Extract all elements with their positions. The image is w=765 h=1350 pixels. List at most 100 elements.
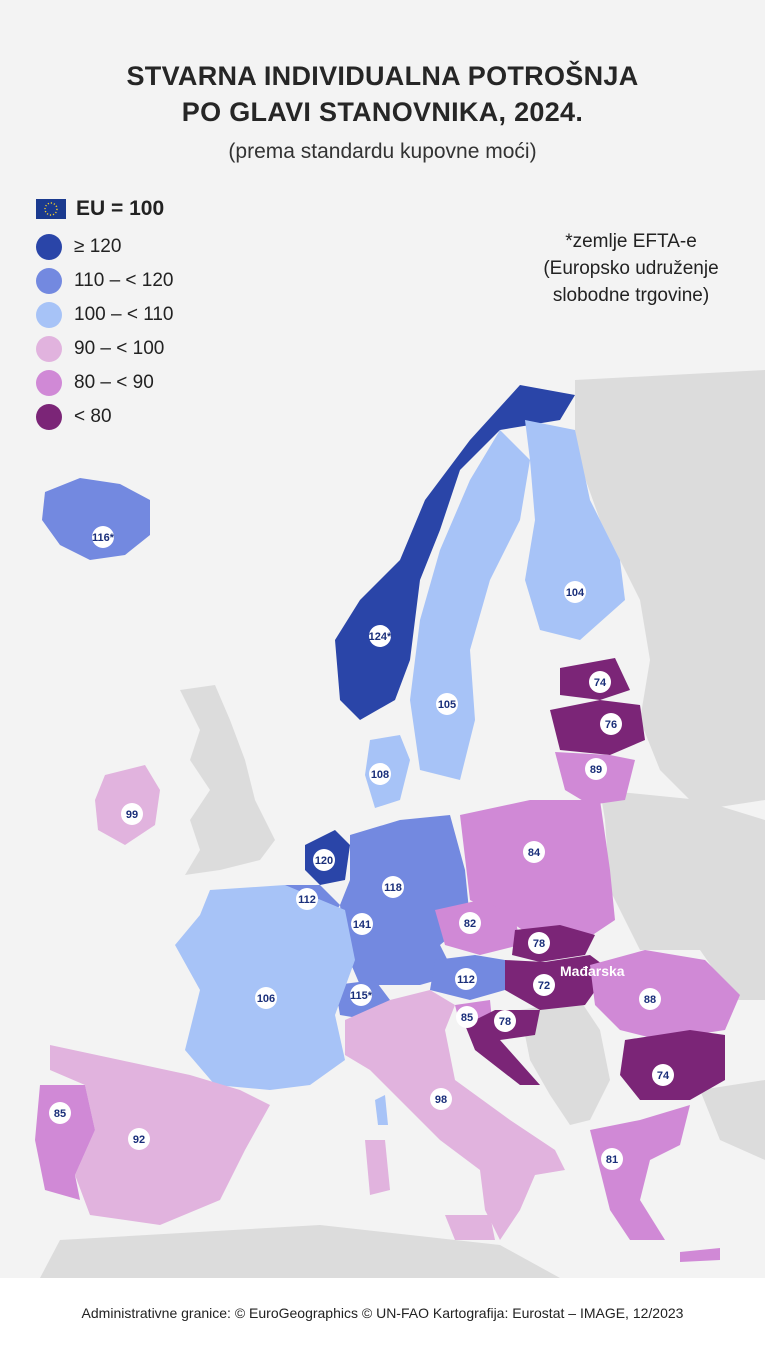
country-croatia (465, 1010, 540, 1085)
legend-item: 100 – < 110 (36, 298, 174, 332)
value-label-bubble (600, 713, 622, 735)
country-crete (680, 1248, 720, 1262)
value-label-text: 115* (350, 990, 373, 1002)
value-label-text: 89 (590, 764, 602, 776)
value-label-croatia: 78 (494, 1010, 516, 1032)
legend-item-label: ≥ 120 (74, 236, 122, 257)
legend-item-label: 80 – < 90 (74, 372, 154, 393)
russia-region (575, 370, 765, 810)
country-sardinia (365, 1140, 390, 1195)
efta-note-line: (Europsko udruženje (543, 258, 719, 279)
value-label-text: 112 (457, 974, 475, 986)
value-label-bubble (652, 1064, 674, 1086)
value-label-estonia: 74 (589, 671, 611, 693)
footer-credits: Administrativne granice: © EuroGeographi… (81, 1305, 684, 1321)
value-label-belgium: 112 (296, 888, 318, 910)
title-line-1: STVARNA INDIVIDUALNA POTROŠNJA (126, 61, 639, 91)
value-label-czechia: 82 (459, 912, 481, 934)
legend-item-label: < 80 (74, 406, 112, 427)
value-label-greece: 81 (601, 1148, 623, 1170)
value-label-text: 98 (435, 1094, 447, 1106)
value-label-text: 105 (438, 699, 456, 711)
legend-item: < 80 (36, 400, 174, 434)
turkey-region (700, 1080, 765, 1160)
legend: EU = 100 ≥ 120 110 – < 120 100 – < 110 9… (36, 194, 174, 434)
value-label-text: 88 (644, 994, 656, 1006)
value-label-text: 124* (369, 631, 392, 643)
value-label-bubble (313, 849, 335, 871)
value-label-romania: 88 (639, 988, 661, 1010)
legend-swatch (36, 268, 62, 294)
value-label-bubble (455, 968, 477, 990)
hungary-country-label: Mađarska (560, 963, 625, 979)
country-poland (460, 800, 615, 940)
value-label-bubble (430, 1088, 452, 1110)
value-label-poland: 84 (523, 841, 545, 863)
value-label-switzerland: 115* (350, 984, 373, 1006)
value-label-bubble (369, 625, 391, 647)
value-label-ireland: 99 (121, 803, 143, 825)
value-label-bubble (49, 1102, 71, 1124)
legend-swatch (36, 234, 62, 260)
country-greece (590, 1105, 690, 1240)
value-label-text: 74 (594, 677, 607, 689)
legend-item: ≥ 120 (36, 230, 174, 264)
value-label-text: 84 (528, 847, 541, 859)
value-label-text: 72 (538, 980, 550, 992)
value-label-spain: 92 (128, 1128, 150, 1150)
north-africa (40, 1225, 560, 1278)
value-label-bubble (494, 1010, 516, 1032)
country-romania (590, 950, 740, 1040)
legend-swatch (36, 370, 62, 396)
country-sweden (410, 430, 530, 780)
value-label-bubble (564, 581, 586, 603)
footer-bar (0, 1278, 765, 1350)
map-title: STVARNA INDIVIDUALNA POTROŠNJA PO GLAVI … (0, 58, 765, 130)
value-labels: 116* 124* 104 105 74 76 89 108 99 120 112 141 118 84 8… (49, 526, 674, 1170)
value-label-text: 76 (605, 719, 617, 731)
map-subtitle: (prema standardu kupovne moći) (228, 140, 537, 163)
value-label-bubble (589, 671, 611, 693)
legend-item-label: 90 – < 100 (74, 338, 165, 359)
value-label-slovenia: 85 (456, 1006, 478, 1028)
value-label-bubble (351, 913, 373, 935)
title-line-2: PO GLAVI STANOVNIKA, 2024. (181, 97, 584, 127)
country-norway (335, 385, 575, 720)
value-label-text: 104 (566, 587, 585, 599)
eu-flag-icon (36, 199, 66, 219)
value-label-text: 106 (257, 993, 275, 1005)
value-label-germany: 118 (382, 876, 404, 898)
value-label-text: 120 (315, 855, 333, 867)
balkans-west (520, 1000, 610, 1125)
value-label-lithuania: 89 (585, 758, 607, 780)
value-label-italy: 98 (430, 1088, 452, 1110)
legend-item: 110 – < 120 (36, 264, 174, 298)
value-label-luxembourg: 141 (351, 913, 373, 935)
value-label-text: 108 (371, 769, 389, 781)
legend-item: 80 – < 90 (36, 366, 174, 400)
value-label-text: 118 (384, 882, 402, 894)
value-label-hungary: 72 (533, 974, 555, 996)
value-label-bubble (533, 974, 555, 996)
country-sicily (445, 1215, 495, 1240)
value-label-bubble (92, 526, 114, 548)
efta-note-line: slobodne trgovine) (552, 285, 710, 306)
country-latvia (550, 700, 645, 755)
value-label-bubble (350, 984, 372, 1006)
value-label-bubble (639, 988, 661, 1010)
country-iceland (42, 478, 150, 560)
country-corsica (375, 1095, 388, 1125)
country-finland (525, 420, 625, 640)
efta-note-line: *zemlje EFTA-e (565, 231, 697, 252)
value-label-bubble (528, 932, 550, 954)
value-label-bubble (296, 888, 318, 910)
legend-item: 90 – < 100 (36, 332, 174, 366)
value-label-text: 78 (499, 1016, 511, 1028)
legend-reference-label: EU = 100 (76, 197, 165, 220)
value-label-iceland: 116* (92, 526, 115, 548)
europe-map: 116* 124* 104 105 74 76 89 108 99 120 112 141 118 84 8… (35, 370, 765, 1278)
country-bulgaria (620, 1030, 725, 1100)
country-spain (50, 1045, 270, 1225)
value-label-text: 85 (461, 1012, 473, 1024)
legend-item-label: 100 – < 110 (74, 304, 174, 325)
